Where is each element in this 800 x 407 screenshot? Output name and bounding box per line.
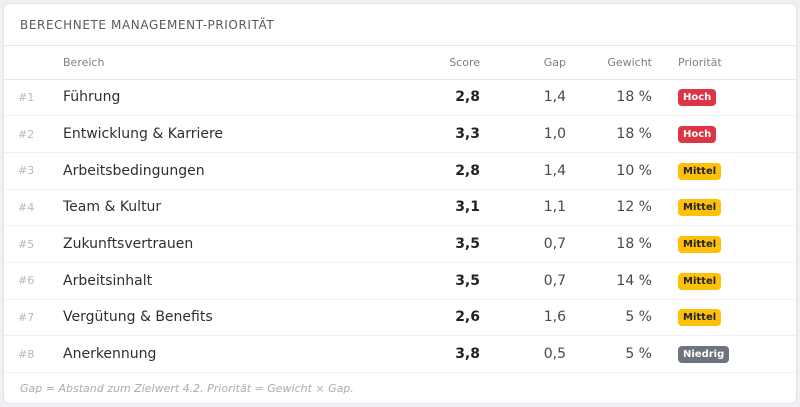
priority-badge: Mittel: [678, 272, 722, 290]
row-area: Entwicklung & Karriere: [48, 115, 408, 153]
row-score: 3,5: [408, 225, 480, 263]
table-row[interactable]: #3 Arbeitsbedingungen 2,8 1,4 10 % Mittel: [4, 152, 796, 190]
row-score: 3,1: [408, 189, 480, 227]
row-priority: Niedrig: [652, 335, 796, 373]
priority-card: BERECHNETE MANAGEMENT-PRIORITÄT Bereich …: [3, 3, 797, 404]
priority-badge: Mittel: [678, 199, 722, 217]
row-weight: 18 %: [566, 225, 652, 263]
row-score: 2,8: [408, 79, 480, 117]
row-gap: 0,7: [480, 262, 566, 300]
header-score[interactable]: Score: [408, 46, 480, 80]
row-priority: Mittel: [652, 299, 796, 337]
row-area: Führung: [48, 79, 408, 117]
row-weight: 18 %: [566, 115, 652, 153]
row-area: Anerkennung: [48, 335, 408, 373]
row-rank: #7: [4, 299, 48, 337]
row-score: 3,5: [408, 262, 480, 300]
row-rank: #1: [4, 79, 48, 117]
priority-badge: Hoch: [678, 126, 717, 144]
row-gap: 1,0: [480, 115, 566, 153]
row-rank: #4: [4, 189, 48, 227]
row-weight: 10 %: [566, 152, 652, 190]
row-weight: 14 %: [566, 262, 652, 300]
header-rank: [4, 46, 48, 80]
row-gap: 0,7: [480, 225, 566, 263]
row-area: Team & Kultur: [48, 189, 408, 227]
row-rank: #5: [4, 225, 48, 263]
priority-badge: Mittel: [678, 236, 722, 254]
table-row[interactable]: #4 Team & Kultur 3,1 1,1 12 % Mittel: [4, 189, 796, 227]
header-gap[interactable]: Gap: [480, 46, 566, 80]
card-title: BERECHNETE MANAGEMENT-PRIORITÄT: [20, 17, 275, 32]
row-gap: 1,6: [480, 299, 566, 337]
row-priority: Mittel: [652, 189, 796, 227]
priority-table: Bereich Score Gap Gewicht Priorität #1 Fü…: [4, 46, 796, 373]
table-header-row: Bereich Score Gap Gewicht Priorität: [4, 46, 796, 80]
row-weight: 5 %: [566, 299, 652, 337]
row-rank: #3: [4, 152, 48, 190]
row-gap: 1,1: [480, 189, 566, 227]
priority-badge: Hoch: [678, 89, 717, 107]
row-rank: #2: [4, 115, 48, 153]
row-area: Arbeitsinhalt: [48, 262, 408, 300]
row-score: 2,6: [408, 299, 480, 337]
row-score: 3,3: [408, 115, 480, 153]
row-gap: 1,4: [480, 79, 566, 117]
row-priority: Hoch: [652, 79, 796, 117]
header-area[interactable]: Bereich: [48, 46, 408, 80]
row-area: Arbeitsbedingungen: [48, 152, 408, 190]
row-area: Vergütung & Benefits: [48, 299, 408, 337]
row-priority: Hoch: [652, 115, 796, 153]
header-weight[interactable]: Gewicht: [566, 46, 652, 80]
table-row[interactable]: #6 Arbeitsinhalt 3,5 0,7 14 % Mittel: [4, 262, 796, 300]
priority-badge: Niedrig: [678, 346, 730, 364]
header-priority[interactable]: Priorität: [652, 46, 796, 80]
priority-badge: Mittel: [678, 162, 722, 180]
row-score: 2,8: [408, 152, 480, 190]
row-area: Zukunftsvertrauen: [48, 225, 408, 263]
row-priority: Mittel: [652, 225, 796, 263]
row-rank: #8: [4, 335, 48, 373]
table-row[interactable]: #2 Entwicklung & Karriere 3,3 1,0 18 % Hoch: [4, 115, 796, 153]
table-row[interactable]: #8 Anerkennung 3,8 0,5 5 % Niedrig: [4, 335, 796, 373]
row-weight: 18 %: [566, 79, 652, 117]
row-weight: 5 %: [566, 335, 652, 373]
priority-badge: Mittel: [678, 309, 722, 327]
footnote: Gap = Abstand zum Zielwert 4.2. Prioritä…: [20, 382, 354, 395]
row-priority: Mittel: [652, 152, 796, 190]
card-header: BERECHNETE MANAGEMENT-PRIORITÄT: [4, 4, 796, 46]
row-priority: Mittel: [652, 262, 796, 300]
table-body: #1 Führung 2,8 1,4 18 % Hoch #2 Entwicklung & K…: [4, 79, 796, 373]
table-row[interactable]: #7 Vergütung & Benefits 2,6 1,6 5 % Mittel: [4, 299, 796, 337]
row-weight: 12 %: [566, 189, 652, 227]
row-rank: #6: [4, 262, 48, 300]
row-gap: 1,4: [480, 152, 566, 190]
table-row[interactable]: #1 Führung 2,8 1,4 18 % Hoch: [4, 79, 796, 117]
row-gap: 0,5: [480, 335, 566, 373]
row-score: 3,8: [408, 335, 480, 373]
table-row[interactable]: #5 Zukunftsvertrauen 3,5 0,7 18 % Mittel: [4, 225, 796, 263]
